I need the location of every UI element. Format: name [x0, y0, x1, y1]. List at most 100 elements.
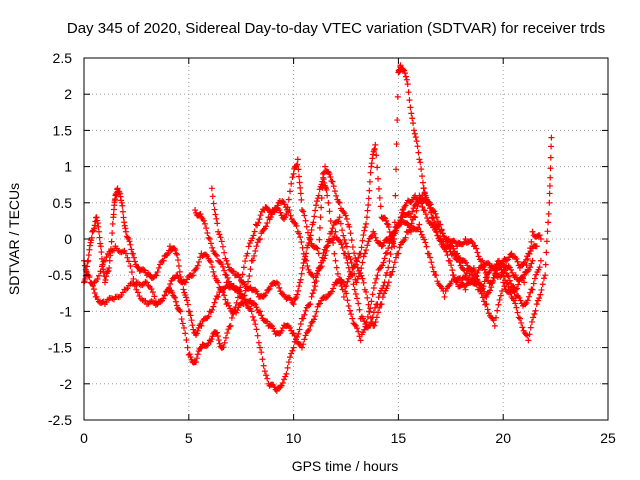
data-point: [298, 196, 305, 203]
data-point: [96, 234, 103, 241]
data-point: [306, 236, 313, 243]
data-point: [315, 264, 322, 271]
data-point: [303, 223, 310, 230]
data-point: [149, 289, 156, 296]
x-tick-label: 10: [286, 430, 302, 446]
data-point: [192, 358, 199, 365]
data-point: [216, 231, 223, 238]
data-point: [385, 264, 392, 271]
data-point: [363, 220, 370, 227]
data-point: [210, 303, 217, 310]
data-point: [483, 293, 490, 300]
data-point: [450, 245, 457, 252]
data-point: [197, 211, 204, 218]
data-point: [428, 259, 435, 266]
data-point: [515, 314, 522, 321]
data-point: [410, 120, 417, 127]
data-point: [179, 320, 186, 327]
data-point: [295, 230, 302, 237]
data-point: [430, 207, 437, 214]
data-point: [290, 330, 297, 337]
data-point: [166, 284, 173, 291]
data-point: [484, 306, 491, 313]
data-point: [315, 192, 322, 199]
data-point: [208, 185, 215, 192]
data-point: [134, 264, 141, 271]
data-point: [337, 220, 344, 227]
data-point: [209, 244, 216, 251]
data-point: [206, 236, 213, 242]
data-point: [259, 356, 266, 363]
data-point: [538, 286, 545, 293]
y-tick-label: 2.5: [53, 50, 73, 66]
data-point: [398, 214, 405, 221]
data-point: [408, 110, 415, 117]
data-point: [493, 270, 500, 277]
data-point: [284, 364, 291, 371]
data-point: [344, 297, 351, 304]
data-point: [290, 301, 297, 308]
data-point: [542, 261, 549, 268]
data-point: [175, 263, 182, 270]
data-point: [94, 276, 101, 283]
data-point: [316, 236, 323, 243]
data-point: [241, 296, 248, 303]
data-point: [192, 207, 199, 214]
data-point: [326, 208, 333, 215]
data-point: [245, 243, 252, 250]
data-point: [184, 301, 191, 308]
data-point: [319, 254, 326, 261]
data-point: [491, 264, 498, 271]
data-point: [372, 234, 379, 241]
data-point: [413, 138, 420, 145]
data-point: [314, 245, 321, 252]
data-point: [225, 278, 232, 285]
data-point: [417, 228, 424, 235]
data-point: [271, 383, 278, 390]
data-point: [247, 305, 254, 312]
data-point: [360, 232, 367, 239]
data-point: [254, 290, 261, 297]
data-point: [297, 276, 304, 283]
data-point: [160, 257, 167, 264]
data-point: [374, 164, 381, 171]
data-point: [543, 249, 550, 256]
data-point: [379, 262, 386, 269]
data-point: [200, 217, 207, 224]
data-point: [365, 238, 372, 245]
data-point: [335, 198, 342, 205]
data-point: [345, 264, 352, 271]
data-point: [397, 62, 404, 69]
data-point: [330, 183, 337, 190]
data-point: [349, 272, 356, 279]
data-point: [356, 306, 363, 313]
grid: [84, 58, 608, 420]
data-point: [305, 239, 312, 246]
data-point: [276, 284, 283, 291]
data-point: [251, 317, 258, 324]
data-point: [219, 289, 226, 296]
data-point: [296, 326, 303, 333]
data-point: [542, 272, 549, 279]
data-point: [515, 281, 522, 288]
data-point: [507, 266, 514, 273]
data-point: [314, 271, 321, 278]
data-point: [391, 236, 398, 242]
data-point: [425, 250, 432, 257]
data-point: [454, 279, 461, 286]
data-point: [136, 293, 143, 300]
data-point: [254, 222, 261, 229]
data-point: [360, 279, 367, 286]
data-point: [361, 227, 368, 234]
data-point: [213, 329, 220, 336]
data-point: [416, 221, 423, 228]
data-point: [353, 257, 360, 264]
data-point: [100, 298, 107, 305]
data-point: [282, 214, 289, 221]
data-point: [204, 230, 211, 237]
data-point: [230, 283, 237, 290]
data-point: [246, 273, 253, 280]
data-point: [300, 208, 307, 215]
data-point: [334, 270, 341, 277]
data-point: [527, 264, 534, 271]
